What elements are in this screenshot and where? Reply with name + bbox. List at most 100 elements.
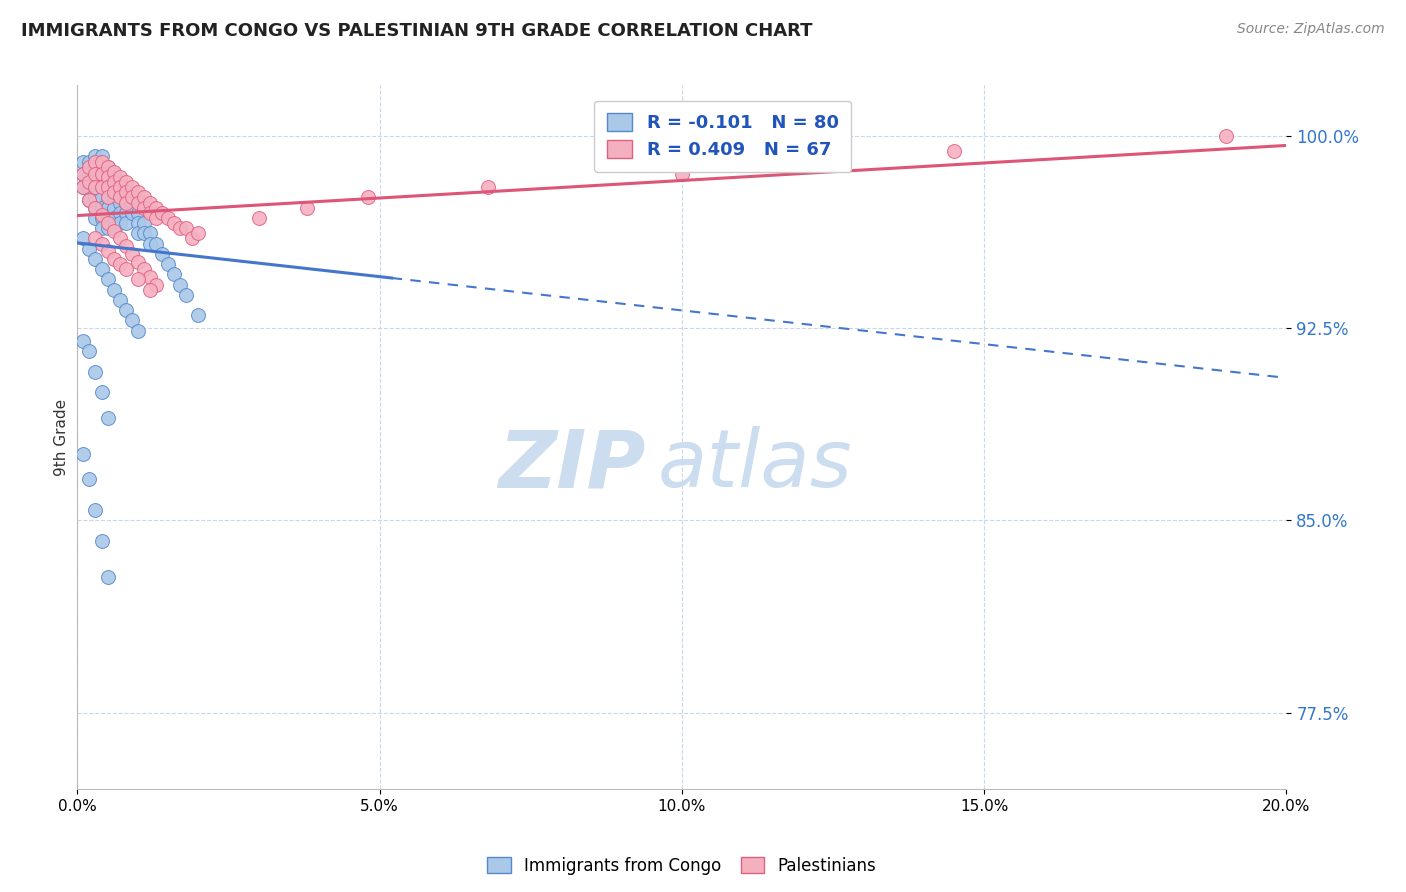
Point [477,180,499,194]
Point [671,168,693,182]
Point [90,236,112,251]
Point [169,221,191,235]
Point [121,195,143,210]
Point [79,242,101,256]
Point [84,160,107,174]
Point [72,154,94,169]
Point [90,190,112,204]
Point [84,169,107,184]
Point [90,211,112,225]
Point [108,169,131,184]
Point [90,149,112,163]
Point [96,190,118,204]
Point [114,262,136,277]
Point [103,165,125,179]
Point [163,216,186,230]
Point [108,231,131,245]
Point [103,201,125,215]
Point [84,180,107,194]
Point [96,410,118,425]
Point [132,227,155,241]
Text: Source: ZipAtlas.com: Source: ZipAtlas.com [1237,22,1385,37]
Point [108,186,131,200]
Point [79,193,101,207]
Point [127,195,149,210]
Point [127,324,149,338]
Point [150,247,173,261]
Point [1215,128,1237,143]
Point [163,268,186,282]
Point [114,303,136,318]
Point [96,160,118,174]
Point [103,252,125,266]
Point [79,168,101,182]
Point [79,160,101,174]
Point [90,221,112,235]
Point [72,334,94,348]
Point [84,149,107,163]
Point [90,201,112,215]
Point [127,216,149,230]
Point [72,180,94,194]
Point [90,169,112,184]
Point [187,227,209,241]
Point [96,169,118,184]
Point [127,272,149,286]
Point [96,272,118,286]
Point [96,570,118,584]
Point [132,262,155,277]
Point [187,309,209,323]
Point [84,201,107,215]
Point [121,180,143,194]
Point [121,247,143,261]
Point [103,175,125,189]
Point [96,190,118,204]
Point [108,216,131,230]
Point [114,186,136,200]
Point [72,231,94,245]
Point [139,283,162,297]
Point [84,168,107,182]
Point [84,201,107,215]
Point [127,186,149,200]
Point [121,313,143,327]
Point [157,211,180,225]
Point [84,365,107,379]
Point [145,201,167,215]
Y-axis label: 9th Grade: 9th Grade [53,399,69,475]
Point [145,211,167,225]
Point [79,180,101,194]
Point [79,154,101,169]
Point [127,254,149,268]
Point [114,239,136,253]
Point [103,180,125,194]
Point [108,257,131,271]
Point [72,180,94,194]
Point [96,180,118,194]
Point [84,252,107,266]
Point [96,180,118,194]
Point [84,154,107,169]
Point [96,169,118,184]
Point [174,288,197,302]
Point [90,180,112,194]
Point [145,236,167,251]
Point [108,190,131,204]
Point [114,186,136,200]
Point [121,190,143,204]
Point [114,206,136,220]
Point [114,195,136,210]
Point [181,231,204,245]
Point [295,201,318,215]
Point [108,195,131,210]
Point [114,175,136,189]
Point [169,277,191,292]
Point [84,503,107,517]
Point [79,344,101,359]
Point [139,269,162,284]
Point [103,221,125,235]
Point [72,447,94,461]
Point [139,236,162,251]
Point [157,257,180,271]
Point [103,190,125,204]
